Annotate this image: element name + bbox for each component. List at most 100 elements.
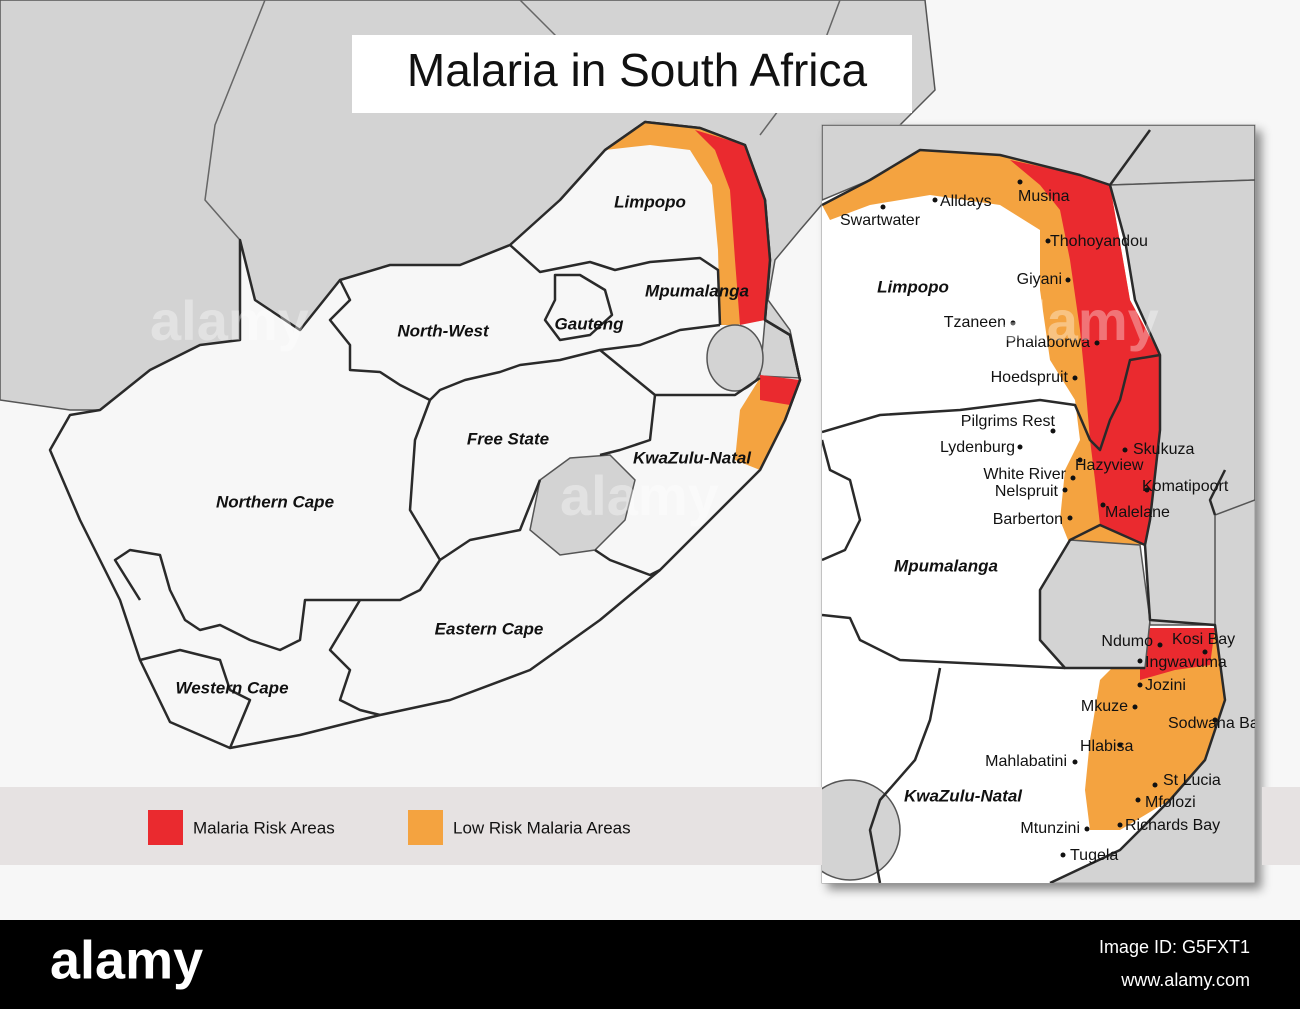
town-dot (1122, 447, 1128, 453)
town-dot (932, 197, 938, 203)
risk-area (760, 375, 800, 405)
town-label: Kosi Bay (1172, 631, 1235, 648)
town-dot (1137, 658, 1143, 664)
risk-area (1140, 628, 1215, 680)
province-label: KwaZulu-Natal (633, 448, 752, 467)
town-dot (1065, 277, 1071, 283)
town-label: Ndumo (1101, 633, 1153, 650)
legend-label: Low Risk Malaria Areas (453, 818, 631, 837)
town-dot (1017, 444, 1023, 450)
town-label: Mahlabatini (985, 753, 1067, 770)
town-dot (1212, 717, 1218, 723)
town-label: Jozini (1145, 677, 1186, 694)
town-label: Hazyview (1075, 457, 1144, 474)
town-label: Barberton (993, 511, 1063, 528)
province-borders (113, 244, 761, 749)
town-dot (1070, 475, 1076, 481)
footer-brand: alamy (50, 930, 203, 990)
town-label: Sodwana Bay (1168, 715, 1267, 732)
watermark: alamy (1000, 289, 1159, 352)
towns: Alldays Swartwater Musina Thohoyandou Giyani… (840, 179, 1267, 864)
legend-swatch (148, 810, 183, 845)
legend: Malaria Risk Areas Low Risk Malaria Areas (148, 810, 631, 845)
province-label: Mpumalanga (894, 556, 998, 575)
town-dot (1094, 340, 1100, 346)
footer-image-id: Image ID: G5FXT1 (1099, 937, 1250, 957)
town-dot (1084, 826, 1090, 832)
town-dot (1157, 642, 1163, 648)
south-africa (48, 120, 802, 750)
town-dot (1017, 179, 1023, 185)
province-label: Gauteng (555, 314, 625, 333)
town-dot (1100, 502, 1106, 508)
town-dot (1144, 487, 1150, 493)
lesotho (529, 454, 636, 556)
legend-swatch (408, 810, 443, 845)
title-box (352, 35, 912, 113)
town-dot (1117, 822, 1123, 828)
town-dot (1135, 797, 1141, 803)
legend-label: Malaria Risk Areas (193, 818, 335, 837)
town-label: St Lucia (1163, 772, 1221, 789)
town-dot (1072, 759, 1078, 765)
coastline (604, 120, 802, 471)
town-label: Alldays (940, 193, 992, 210)
town-label: Malelane (1105, 504, 1170, 521)
watermarks: alamy alamy alamy (150, 289, 1159, 527)
province-label: Limpopo (614, 192, 686, 211)
town-label: Mkuze (1081, 698, 1128, 715)
town-label: Hoedspruit (991, 369, 1069, 386)
lesotho (822, 779, 901, 881)
town-label: Swartwater (840, 212, 921, 229)
risk-area (695, 130, 770, 325)
town-label: Richards Bay (1125, 817, 1220, 834)
town-label: Lydenburg (940, 439, 1015, 456)
town-dot (1202, 649, 1208, 655)
town-dot (1067, 515, 1073, 521)
inset-map: Alldays Swartwater Musina Thohoyandou Giyani… (822, 125, 1267, 883)
province-label: Limpopo (877, 277, 949, 296)
town-label: Hlabisa (1080, 738, 1133, 755)
town-label: Nelspruit (995, 483, 1059, 500)
province-label: Free State (467, 429, 549, 448)
town-label: Tzaneen (944, 314, 1006, 331)
town-label: White River (983, 466, 1066, 483)
town-dot (1077, 457, 1083, 463)
town-dot (1010, 320, 1016, 326)
country-border (204, 0, 266, 241)
town-dot (1062, 487, 1068, 493)
town-dot (1117, 742, 1123, 748)
risk-area (1010, 160, 1160, 545)
town-label: Skukuza (1133, 441, 1194, 458)
town-label: Mfolozi (1145, 794, 1196, 811)
town-dot (1045, 238, 1051, 244)
low-risk-area (1085, 628, 1225, 830)
town-label: Ingwavuma (1145, 654, 1227, 671)
town-label: Pilgrims Rest (961, 413, 1056, 430)
footer-url: www.alamy.com (1120, 970, 1250, 990)
town-label: Komatipoort (1142, 478, 1229, 495)
town-label: Tugela (1070, 847, 1118, 864)
town-label: Thohoyandou (1050, 233, 1148, 250)
legend-band (1262, 787, 1300, 865)
town-label: Musina (1018, 188, 1070, 205)
inset-borders (822, 129, 1227, 883)
province-label: Mpumalanga (645, 281, 749, 300)
watermark: alamy (560, 464, 719, 527)
watermark: alamy (150, 289, 309, 352)
title: Malaria in South Africa (407, 44, 868, 96)
province-label: Northern Cape (216, 492, 334, 511)
province-label: KwaZulu-Natal (904, 786, 1023, 805)
town-dot (1050, 428, 1056, 434)
province-label: North-West (397, 321, 490, 340)
footer (0, 920, 1300, 1009)
town-label: Mtunzini (1020, 820, 1080, 837)
town-dot (1132, 704, 1138, 710)
town-label: Phalaborwa (1006, 334, 1091, 351)
town-dot (1060, 852, 1066, 858)
town-dot (1137, 682, 1143, 688)
province-label: Western Cape (175, 678, 288, 697)
town-dot (1152, 782, 1158, 788)
town-label: Giyani (1017, 271, 1062, 288)
